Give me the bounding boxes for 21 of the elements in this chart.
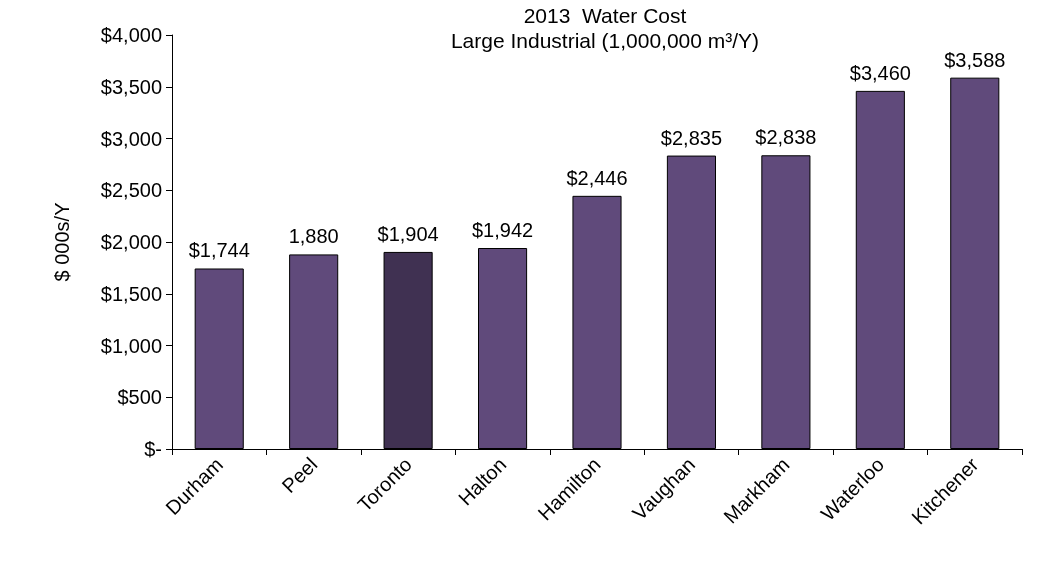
y-tick-label: $3,500 (100, 75, 162, 98)
data-label: 1,880 (288, 225, 339, 248)
data-label: $1,942 (471, 219, 534, 241)
data-label: $2,446 (566, 166, 628, 189)
y-axis-title: $ 000s/Y (51, 202, 73, 282)
data-label: $2,835 (660, 126, 723, 149)
y-tick-label: $3,000 (100, 127, 162, 150)
y-tick-label: $- (144, 438, 162, 460)
y-tick-label: $2,500 (100, 179, 162, 202)
y-tick-label: $4,000 (100, 24, 162, 46)
y-tick-label: $2,000 (100, 231, 162, 253)
y-tick-label: $500 (117, 386, 162, 409)
data-label: $3,460 (849, 61, 911, 84)
data-label: $3,588 (944, 48, 1006, 71)
y-tick-label: $1,000 (100, 334, 162, 357)
y-tick-label: $1,500 (100, 282, 162, 305)
data-label: $2,838 (755, 126, 817, 149)
data-label: $1,744 (188, 239, 250, 262)
chart-subtitle: Large Industrial (1,000,000 m³/Y) (450, 29, 760, 52)
data-label: $1,904 (377, 222, 439, 245)
chart-title: 2013 Water Cost (523, 4, 687, 27)
